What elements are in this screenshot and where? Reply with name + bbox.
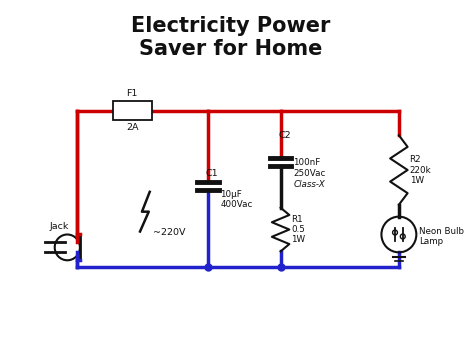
Text: F1: F1: [127, 89, 138, 98]
Text: Class-X: Class-X: [293, 180, 325, 189]
Text: 10μF
400Vac: 10μF 400Vac: [220, 190, 253, 209]
Text: Jack: Jack: [50, 222, 69, 230]
Bar: [113, 100, 152, 120]
Text: 2A: 2A: [126, 123, 138, 132]
Text: ~220V: ~220V: [153, 227, 185, 237]
Text: C1: C1: [206, 169, 219, 178]
Text: C2: C2: [279, 131, 292, 140]
Text: R2
220k
1W: R2 220k 1W: [410, 155, 431, 185]
Text: 250Vac: 250Vac: [293, 169, 326, 178]
Text: R1
0.5
1W: R1 0.5 1W: [291, 215, 305, 245]
Text: Saver for Home: Saver for Home: [139, 39, 323, 59]
Text: Electricity Power: Electricity Power: [131, 16, 331, 36]
Text: 100nF: 100nF: [293, 158, 320, 167]
Text: Neon Bulb
Lamp: Neon Bulb Lamp: [419, 227, 464, 246]
